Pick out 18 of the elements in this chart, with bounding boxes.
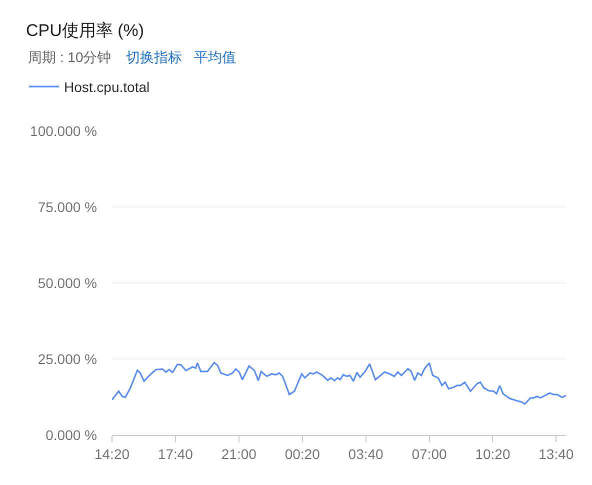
y-tick-label: 75.000 % [38,198,97,215]
x-tick-label: 00:20 [284,446,320,462]
y-tick-label: 50.000 % [38,274,97,291]
x-tick-label: 07:00 [412,446,447,462]
text: 平均值 [194,49,236,65]
y-tick-label: 0.000 % [46,426,97,443]
x-tick-label: 13:40 [538,446,574,462]
x-tick-label: 03:40 [348,446,384,462]
x-tick-label: 14:20 [94,446,130,462]
x-tick-label: 17:40 [158,446,194,462]
chart-title: CPU使用率 (%) [26,20,144,40]
chart-subtitle: 周期 : 10分钟 [28,49,112,65]
legend-label: Host.cpu.total [64,79,150,96]
y-tick-label: 100.000 % [30,122,97,139]
text: 切换指标 [126,49,182,65]
x-tick-label: 21:00 [221,446,257,462]
y-tick-label: 25.000 % [38,350,97,367]
x-tick-label: 10:20 [475,446,510,462]
